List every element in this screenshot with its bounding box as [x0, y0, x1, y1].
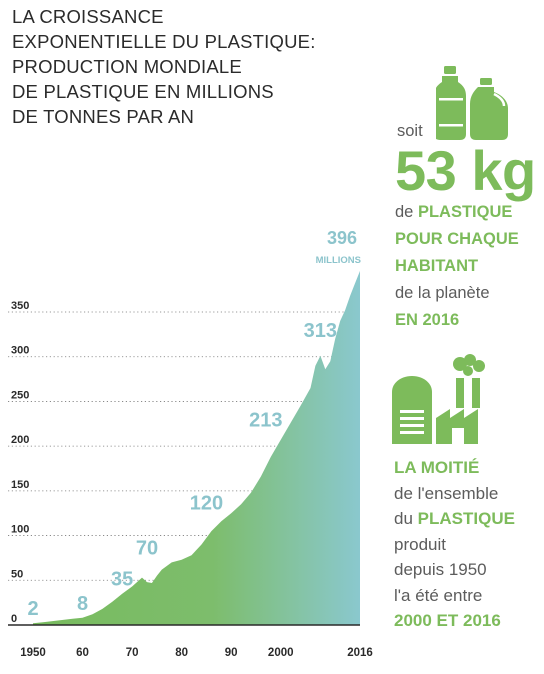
chart-title: LA CROISSANCE EXPONENTIELLE DU PLASTIQUE…: [12, 4, 342, 129]
data-label-unit: MILLIONS: [316, 255, 361, 266]
y-tick-label: 150: [11, 479, 29, 491]
y-tick-label: 0: [11, 613, 17, 625]
stat-line: du PLASTIQUE: [394, 506, 542, 532]
stat-line: de PLASTIQUE: [395, 199, 543, 226]
data-label: 120: [190, 493, 223, 515]
stat-highlight: HABITANT: [395, 257, 479, 275]
stat-highlight: POUR CHAQUE: [395, 230, 519, 248]
title-line: EXPONENTIELLE DU PLASTIQUE:: [12, 31, 316, 52]
stat-text: de la planète: [395, 284, 490, 302]
data-label: 313: [304, 320, 337, 342]
x-tick-label: 70: [126, 647, 139, 659]
title-line: DE PLASTIQUE EN MILLIONS: [12, 81, 274, 102]
data-label: 70: [136, 537, 158, 559]
title-line: DE TONNES PAR AN: [12, 106, 195, 127]
data-label: 8: [77, 593, 88, 615]
title-line: LA CROISSANCE: [12, 6, 164, 27]
y-tick-label: 100: [11, 524, 29, 536]
x-tick-label: 60: [76, 647, 89, 659]
data-label: 213: [249, 410, 282, 432]
x-tick-label: 80: [175, 647, 188, 659]
data-label: 396: [327, 228, 357, 248]
stat-text: de: [395, 203, 414, 221]
x-tick-label: 1950: [20, 647, 46, 659]
half-production-stat: LA MOITIÉ de l'ensemble du PLASTIQUE pro…: [394, 455, 542, 634]
y-tick-label: 250: [11, 389, 29, 401]
production-area-series: [33, 270, 360, 625]
stat-highlight: EN 2016: [395, 311, 460, 329]
stat-text: produit: [394, 534, 446, 554]
x-tick-label: 2016: [347, 647, 373, 659]
title-line: PRODUCTION MONDIALE: [12, 56, 242, 77]
per-capita-stat: soit 53 kg de PLASTIQUE POUR CHAQUE HABI…: [395, 118, 543, 334]
y-tick-label: 200: [11, 434, 29, 446]
plastic-bottles-icon: [436, 66, 508, 140]
per-capita-value: 53 kg: [395, 139, 536, 202]
stat-text: de l'ensemble: [394, 483, 499, 503]
y-tick-label: 300: [11, 345, 29, 357]
stat-highlight: PLASTIQUE: [417, 509, 515, 528]
data-label: 2: [27, 598, 38, 620]
stat-highlight: LA MOITIÉ: [394, 458, 480, 477]
y-tick-label: 350: [11, 300, 29, 312]
stat-text: l'a été entre: [394, 585, 483, 605]
data-label: 35: [111, 569, 133, 591]
x-tick-label: 90: [225, 647, 238, 659]
stat-prefix: soit: [397, 122, 423, 140]
stat-highlight: 2000 ET 2016: [394, 611, 501, 630]
y-tick-label: 50: [11, 568, 23, 580]
x-tick-label: 2000: [268, 647, 294, 659]
stat-text: du: [394, 509, 413, 528]
stat-highlight: PLASTIQUE: [417, 203, 513, 221]
stat-text: depuis 1950: [394, 560, 487, 579]
factory-icon: [392, 354, 485, 444]
